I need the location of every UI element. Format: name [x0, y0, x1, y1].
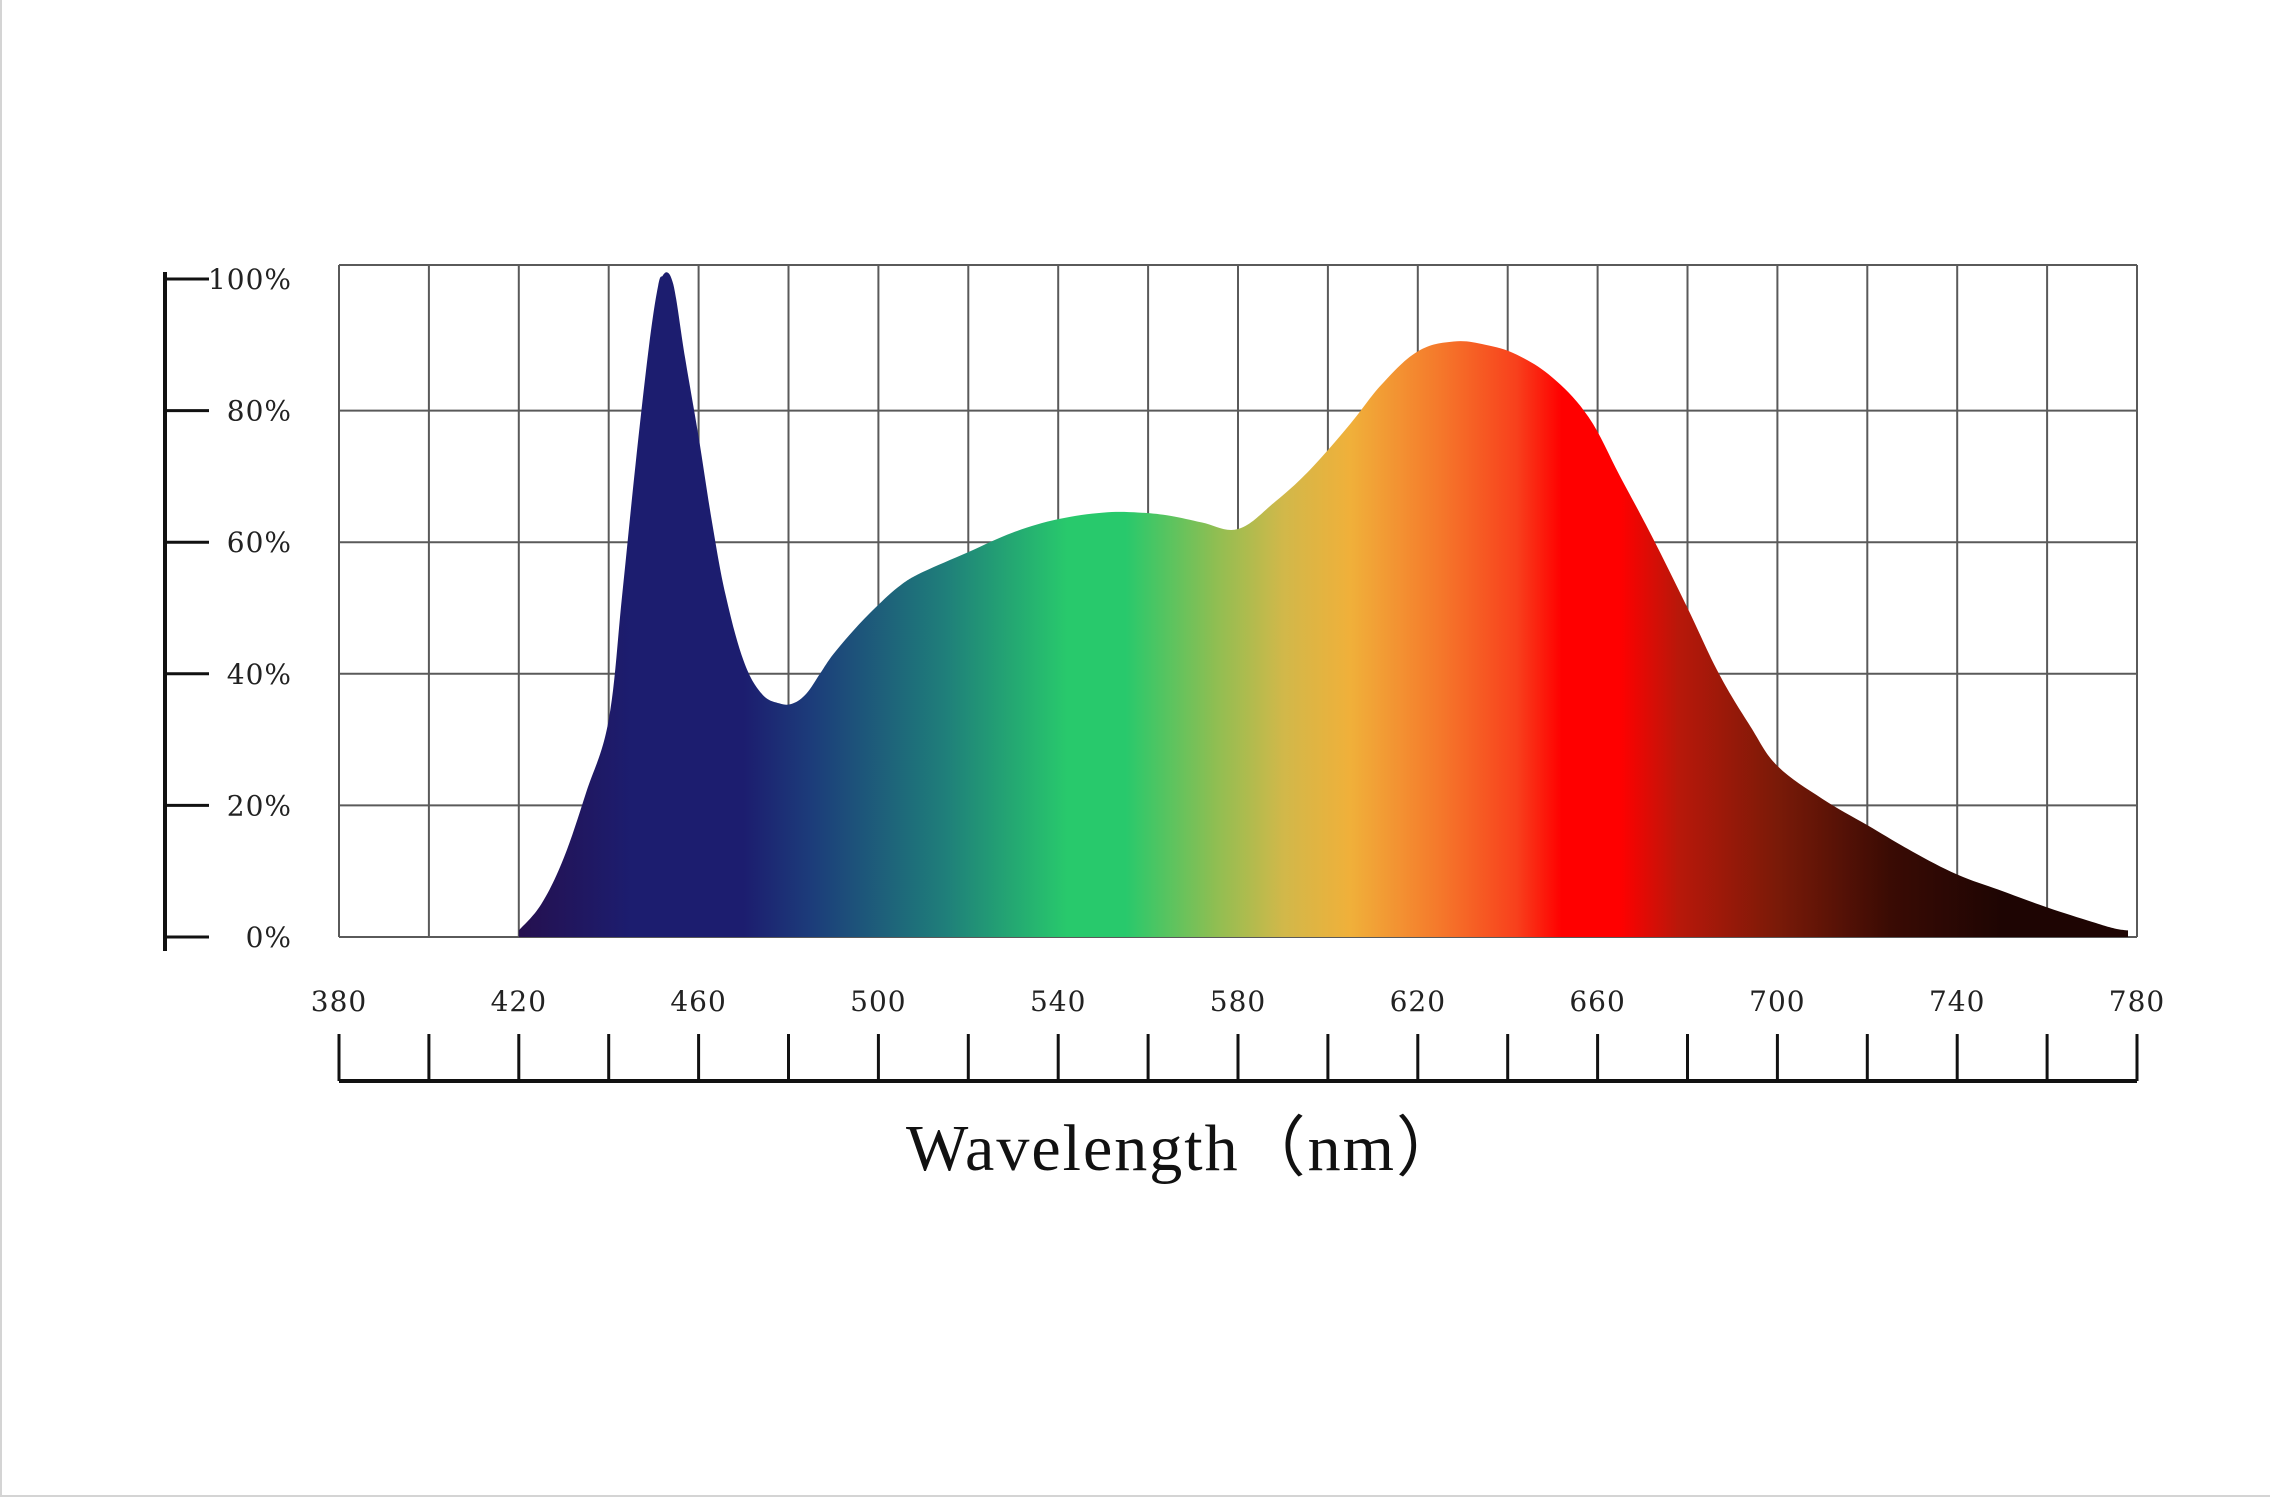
- x-tick-label: 420: [491, 985, 547, 1018]
- y-tick-label: 100%: [208, 263, 292, 296]
- x-tick-label: 660: [1569, 985, 1625, 1018]
- spectrum-area: [518, 272, 2129, 937]
- x-tick-label: 460: [670, 985, 726, 1018]
- x-axis-label: Wavelength（nm）: [906, 1112, 1464, 1185]
- x-tick-label: 380: [311, 985, 367, 1018]
- y-tick-label: 0%: [246, 921, 292, 954]
- y-tick-label: 40%: [227, 658, 292, 691]
- x-tick-label: 580: [1210, 985, 1266, 1018]
- x-tick-label: 540: [1030, 985, 1086, 1018]
- y-tick-label: 80%: [227, 395, 292, 428]
- x-tick-label: 500: [850, 985, 906, 1018]
- y-tick-label: 60%: [227, 526, 292, 559]
- x-axis: 380 420 460 500 540 580 620 660 700 740 780: [311, 985, 2165, 1083]
- y-axis: 0% 20% 40% 60% 80% 100%: [163, 263, 292, 954]
- x-tick-label: 700: [1749, 985, 1805, 1018]
- y-tick-label: 20%: [227, 789, 292, 822]
- x-tick-label: 620: [1390, 985, 1446, 1018]
- x-tick-label: 740: [1929, 985, 1985, 1018]
- x-tick-label: 780: [2109, 985, 2165, 1018]
